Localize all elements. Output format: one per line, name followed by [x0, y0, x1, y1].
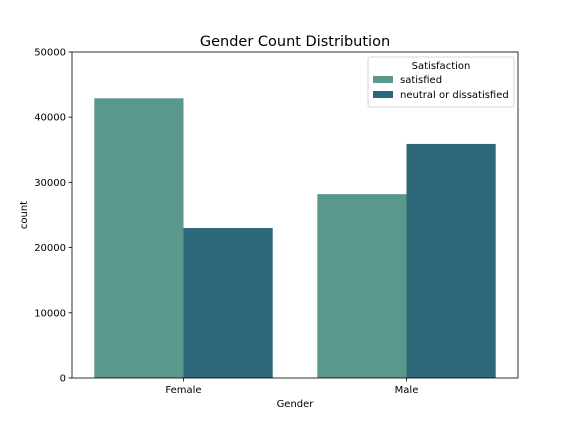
legend-box [367, 56, 515, 108]
y-tick-label: 20000 [34, 243, 66, 254]
bar-female-neutral-or-dissatisfied [183, 228, 273, 378]
legend-swatch [373, 91, 393, 98]
plot-frame [71, 51, 519, 379]
y-axis-label: count [19, 201, 30, 229]
y-tick-label: 40000 [34, 113, 66, 124]
legend-label: satisfied [400, 75, 442, 86]
legend-title: Satisfaction [412, 61, 471, 72]
y-tick-label: 30000 [34, 178, 66, 189]
bars-layer [94, 98, 496, 378]
bar-male-neutral-or-dissatisfied [406, 143, 496, 378]
axes-layer: 0 10000 20000 30000 40000 50000 Female Male [34, 48, 519, 396]
bar-female-satisfied [94, 98, 184, 378]
y-tick-label: 50000 [34, 48, 66, 59]
x-tick-label: Male [395, 385, 419, 396]
legend-swatch [373, 76, 393, 83]
x-tick-label: Female [165, 385, 201, 396]
x-axis-label: Gender [277, 399, 315, 410]
y-tick-label: 0 [60, 374, 66, 385]
chart-title: Gender Count Distribution [200, 34, 390, 50]
legend: Satisfaction satisfied neutral or dissatis… [367, 56, 515, 108]
bar-male-satisfied [317, 194, 407, 378]
legend-label: neutral or dissatisfied [400, 90, 509, 101]
y-tick-label: 10000 [34, 308, 66, 319]
